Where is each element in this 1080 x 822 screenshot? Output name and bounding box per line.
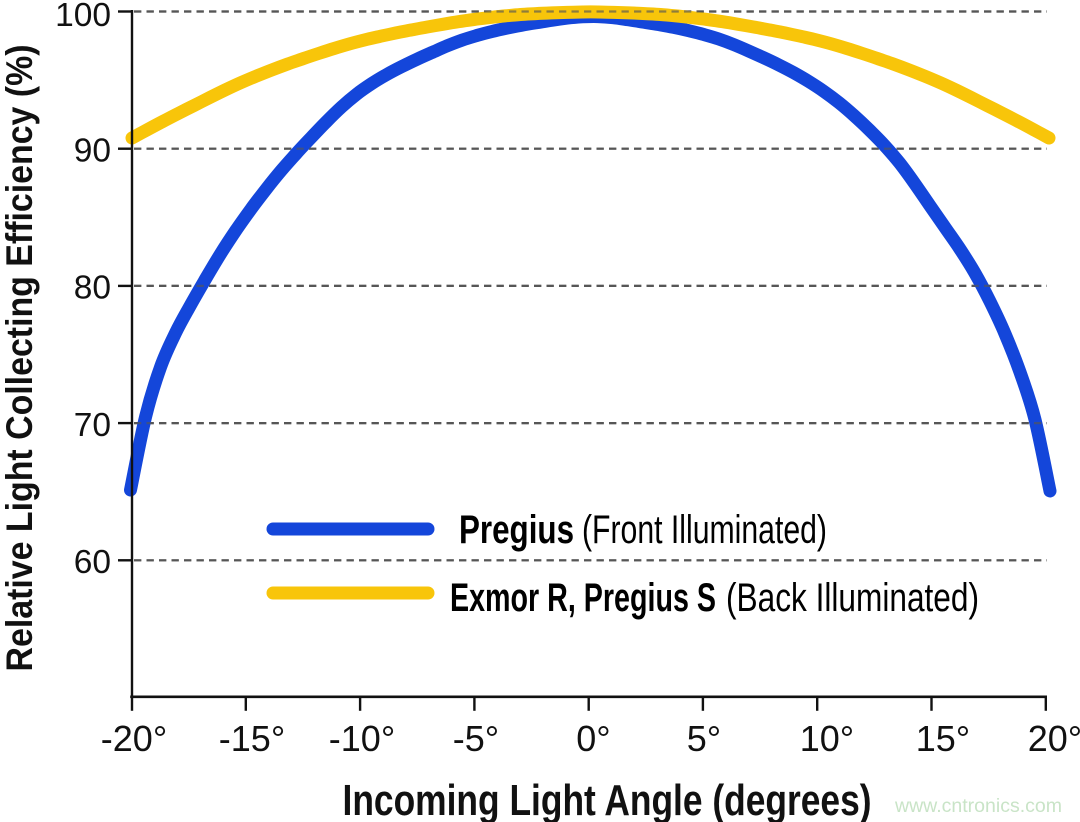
svg-text:100: 100 <box>55 0 111 34</box>
svg-text:-20°: -20° <box>101 718 167 759</box>
svg-text:Incoming Light Angle (degrees): Incoming Light Angle (degrees) <box>343 776 872 822</box>
svg-text:-5°: -5° <box>453 718 499 759</box>
svg-text:0°: 0° <box>576 718 610 759</box>
svg-text:www.cntronics.com: www.cntronics.com <box>894 795 1062 817</box>
svg-text:Exmor R, Pregius S(Back Illumi: Exmor R, Pregius S (Back Illuminated) <box>450 576 979 620</box>
svg-text:80: 80 <box>74 270 111 307</box>
svg-text:60: 60 <box>74 544 111 581</box>
svg-text:10°: 10° <box>800 718 854 759</box>
svg-text:20°: 20° <box>1028 718 1080 759</box>
svg-text:70: 70 <box>74 407 111 444</box>
svg-text:Relative Light Collecting Effi: Relative Light Collecting Efficiency (%) <box>0 45 40 672</box>
svg-text:15°: 15° <box>916 718 970 759</box>
svg-text:90: 90 <box>74 133 111 170</box>
svg-text:5°: 5° <box>687 718 721 759</box>
svg-text:-15°: -15° <box>219 718 285 759</box>
svg-text:-10°: -10° <box>329 718 395 759</box>
svg-text:Pregius(Front Illuminated): Pregius (Front Illuminated) <box>459 508 827 552</box>
